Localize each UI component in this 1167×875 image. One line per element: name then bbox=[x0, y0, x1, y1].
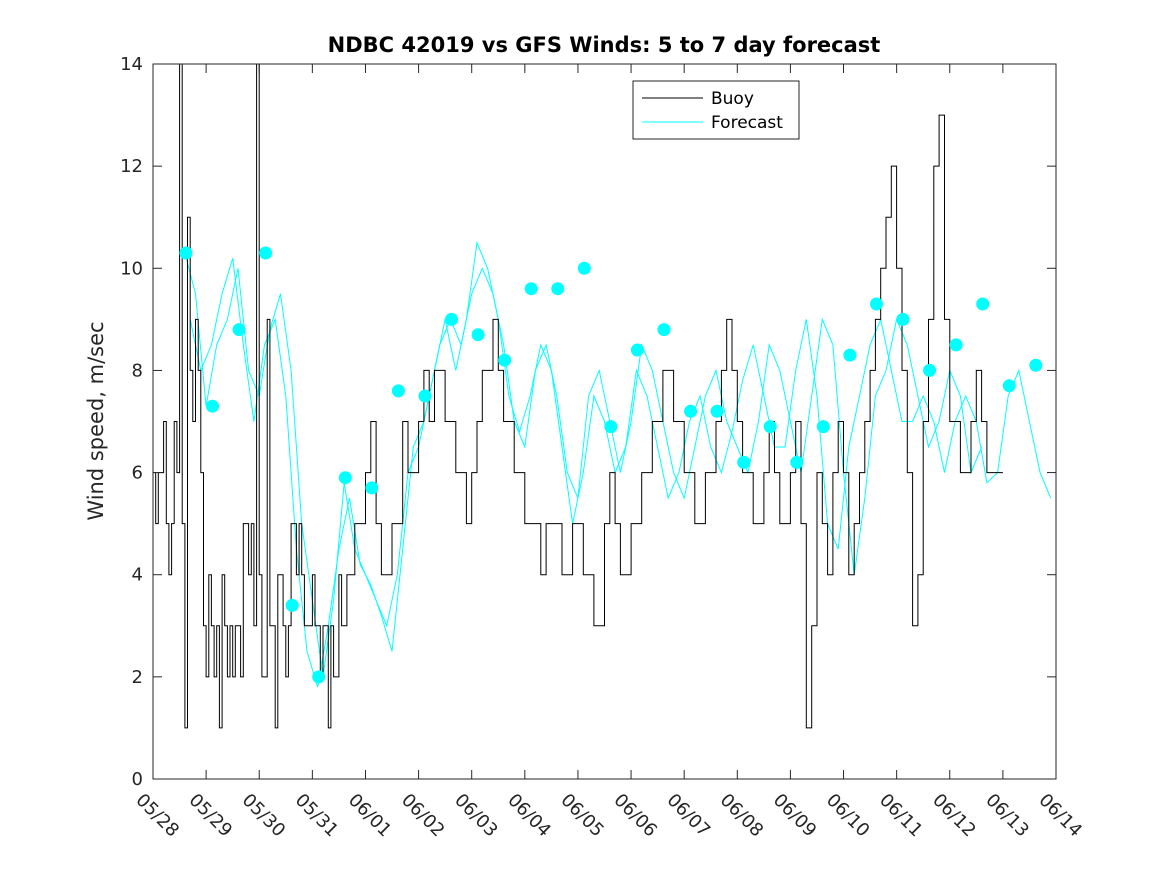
forecast-marker bbox=[976, 297, 990, 311]
y-tick-label: 2 bbox=[132, 667, 143, 688]
forecast-marker bbox=[816, 420, 830, 434]
forecast-marker bbox=[630, 343, 644, 357]
y-tick-label: 0 bbox=[132, 769, 143, 790]
forecast-marker bbox=[445, 312, 458, 326]
buoy-line bbox=[153, 64, 1003, 729]
legend-forecast-label: Forecast bbox=[711, 113, 783, 133]
forecast-marker bbox=[604, 420, 618, 434]
legend-box bbox=[632, 80, 800, 140]
forecast-marker bbox=[923, 363, 937, 377]
forecast-marker bbox=[418, 389, 432, 403]
y-tick-label: 14 bbox=[120, 54, 143, 75]
forecast-marker bbox=[870, 297, 883, 311]
chart-title: NDBC 42019 vs GFS Winds: 5 to 7 day fore… bbox=[328, 33, 881, 57]
legend: Buoy Forecast bbox=[632, 80, 800, 140]
forecast-marker bbox=[1002, 379, 1016, 393]
forecast-marker bbox=[763, 420, 777, 434]
forecast-marker bbox=[684, 404, 698, 418]
forecast-marker bbox=[737, 455, 751, 469]
forecast-marker bbox=[896, 312, 910, 326]
forecast-marker bbox=[551, 282, 565, 296]
forecast-marker bbox=[285, 598, 299, 612]
forecast-marker bbox=[338, 471, 352, 485]
forecast-marker bbox=[312, 670, 326, 684]
forecast-marker bbox=[179, 246, 193, 260]
forecast-marker bbox=[232, 323, 246, 337]
forecast-marker bbox=[657, 323, 671, 337]
forecast-marker bbox=[577, 261, 591, 275]
forecast-marker bbox=[259, 246, 273, 260]
forecast-marker bbox=[498, 353, 512, 367]
forecast-marker bbox=[843, 348, 857, 362]
forecast-marker bbox=[710, 404, 724, 418]
legend-buoy-label: Buoy bbox=[711, 89, 754, 109]
forecast-marker bbox=[1029, 358, 1043, 372]
y-tick-label: 12 bbox=[120, 156, 143, 177]
y-axis-label: Wind speed, m/sec bbox=[84, 321, 108, 520]
series-group bbox=[153, 64, 1052, 729]
forecast-marker bbox=[790, 455, 804, 469]
forecast-marker bbox=[524, 282, 538, 296]
forecast-marker bbox=[471, 328, 485, 342]
forecast-marker bbox=[206, 399, 219, 413]
y-tick-label: 6 bbox=[132, 463, 143, 484]
y-tick-label: 4 bbox=[132, 565, 143, 586]
forecast-marker bbox=[365, 481, 379, 495]
plot-frame bbox=[152, 63, 1057, 780]
forecast-marker bbox=[949, 338, 963, 352]
forecast-marker bbox=[391, 384, 405, 398]
y-tick-label: 8 bbox=[132, 360, 143, 381]
y-tick-label: 10 bbox=[120, 258, 143, 279]
